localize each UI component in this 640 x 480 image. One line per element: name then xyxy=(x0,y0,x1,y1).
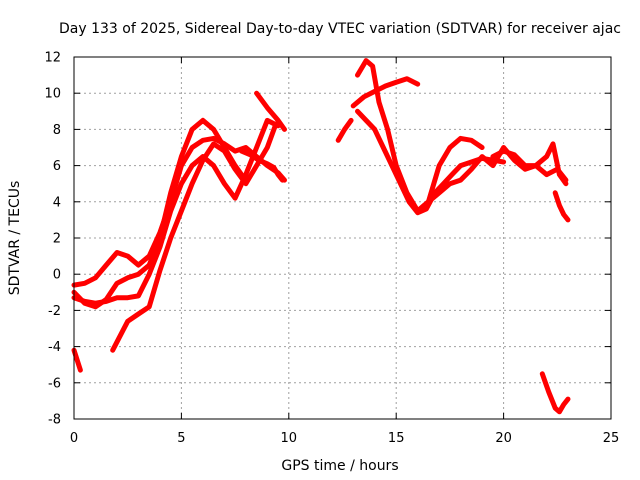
series-track-o xyxy=(539,371,571,415)
x-tick-label: 15 xyxy=(388,431,405,446)
y-tick-label: 0 xyxy=(53,268,61,283)
y-tick-label: 10 xyxy=(44,87,61,102)
y-tick-label: -4 xyxy=(48,340,61,355)
x-tick-label: 25 xyxy=(603,431,620,446)
series-track-h xyxy=(335,117,354,143)
x-tick-label: 10 xyxy=(281,431,298,446)
chart-title: Day 133 of 2025, Sidereal Day-to-day VTE… xyxy=(59,21,621,37)
series-track-f xyxy=(254,90,287,132)
y-tick-label: -6 xyxy=(48,376,61,391)
x-axis-title: GPS time / hours xyxy=(281,458,398,474)
grid xyxy=(74,57,611,419)
y-tick-label: 2 xyxy=(53,232,61,247)
x-tick-label: 20 xyxy=(495,431,512,446)
series-track-g xyxy=(71,347,83,373)
y-tick-label: 8 xyxy=(53,123,61,138)
series-track-e xyxy=(239,148,285,183)
series-track-j xyxy=(355,108,507,216)
y-tick-label: 4 xyxy=(53,195,61,210)
x-tick-label: 0 xyxy=(70,431,78,446)
x-tick-label: 5 xyxy=(177,431,185,446)
y-tick-label: -8 xyxy=(48,413,61,428)
series-track-l xyxy=(415,145,569,214)
axis-ticks: 0 5 10 15 20 25 -8 -6 -4 -2 0 2 4 6 8 10 12 xyxy=(44,51,619,447)
series-track-n xyxy=(552,190,571,223)
y-tick-label: 12 xyxy=(44,51,61,66)
series-track-d xyxy=(110,121,279,353)
series-track-k xyxy=(350,76,421,109)
y-axis-title: SDTVAR / TECUs xyxy=(7,181,23,296)
y-tick-label: 6 xyxy=(53,159,61,174)
data-series xyxy=(71,58,571,415)
y-tick-label: -2 xyxy=(48,304,61,319)
series-track-m xyxy=(490,141,569,187)
